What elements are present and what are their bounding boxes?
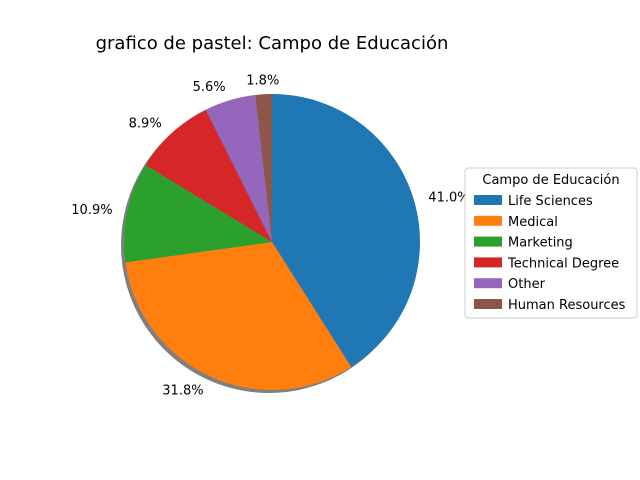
pie-label-human-resources: 1.8% [246,74,279,89]
pie-label-medical: 31.8% [162,384,203,399]
legend-swatch-human-resources [474,299,502,309]
chart-title: grafico de pastel: Campo de Educación [96,33,449,54]
pie-slice-medical [125,242,352,390]
legend-label-human-resources: Human Resources [508,298,626,313]
pie-slice-life-sciences [272,94,420,367]
legend-swatch-marketing [474,236,502,247]
pie-labels: 41.0% 31.8% 10.9% 8.9% 5.6% 1.8% [71,74,469,399]
pie-slices [124,94,420,390]
legend-swatch-other [474,278,502,289]
legend-title: Campo de Educación [482,173,619,188]
legend-label-marketing: Marketing [508,236,573,251]
legend-label-life-sciences: Life Sciences [508,194,593,209]
legend: Campo de Educación Life Sciences Medical M… [464,167,638,319]
pie-slice-human-resources [255,94,272,242]
pie-slice-marketing [124,165,272,263]
pie-label-other: 5.6% [193,80,226,95]
legend-label-other: Other [508,277,546,292]
pie-label-marketing: 10.9% [71,203,112,218]
legend-swatch-medical [474,215,502,226]
pie-label-technical-degree: 8.9% [129,116,162,131]
pie-label-life-sciences: 41.0% [428,191,469,206]
legend-items: Life Sciences Medical Marketing Technical D… [474,194,626,313]
pie-slice-technical-degree [145,109,272,242]
legend-swatch-life-sciences [474,195,502,205]
legend-frame [464,167,638,319]
pie-slice-other [205,94,272,242]
legend-label-medical: Medical [508,215,558,230]
legend-label-technical-degree: Technical Degree [507,256,619,271]
legend-swatch-technical-degree [474,257,502,268]
